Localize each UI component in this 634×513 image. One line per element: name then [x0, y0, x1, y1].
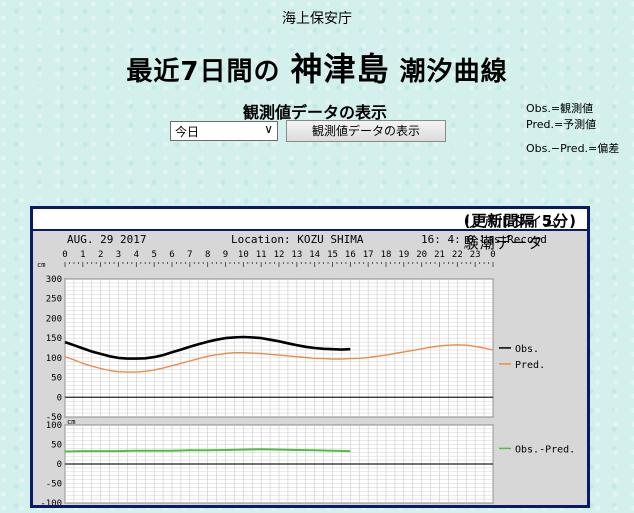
- tide-chart: AUG. 29 2017 Location: KOZU SHIMA 16: 4: 0…: [37, 233, 575, 505]
- legend-notes: Obs.=観測値 Pred.=予測値 Obs.−Pred.=偏差: [526, 101, 619, 157]
- bottom-y-tick-label: -100: [40, 499, 62, 505]
- show-observation-button[interactable]: 観測値データの表示: [286, 120, 446, 142]
- x-tick-label: 1: [80, 250, 85, 260]
- title-place: 神津島: [290, 50, 390, 88]
- x-tick-label: 7: [187, 250, 192, 260]
- bottom-y-unit-label: cm: [67, 418, 75, 426]
- top-y-tick-label: 150: [46, 334, 62, 344]
- x-tick-label: 16: [345, 250, 356, 260]
- y-unit-label: cm: [37, 261, 45, 269]
- chart-location: Location: KOZU SHIMA: [231, 233, 364, 246]
- pred-series-line: [64, 344, 494, 373]
- legend-obs: Obs.=観測値: [526, 102, 594, 115]
- bottom-y-tick-label: 100: [46, 421, 62, 431]
- x-tick-label: 23: [470, 250, 481, 260]
- x-tick-label: 15: [327, 250, 338, 260]
- observation-heading: 観測値データの表示: [242, 103, 387, 122]
- x-tick-label: 14: [309, 250, 320, 260]
- x-tick-label: 17: [363, 250, 374, 260]
- title-suffix: 潮汐曲線: [399, 57, 508, 87]
- tide-panel: リアルタイム験潮データ (更新間隔 5分) AUG. 29 2017 Locatio…: [30, 206, 590, 508]
- tide-panel-inner: リアルタイム験潮データ (更新間隔 5分) AUG. 29 2017 Locatio…: [33, 209, 587, 505]
- legend-pred-label: Pred.: [515, 360, 545, 371]
- legend-pred: Pred.=予測値: [526, 118, 597, 131]
- panel-title: リアルタイム験潮データ (更新間隔 5分): [463, 210, 577, 252]
- x-tick-label: 3: [116, 250, 121, 260]
- agency-name: 海上保安庁: [282, 11, 352, 27]
- x-tick-label: 13: [291, 250, 302, 260]
- panel-title-interval: (更新間隔 5分): [463, 212, 577, 230]
- x-tick-label: 19: [398, 250, 409, 260]
- x-tick-label: 0: [62, 250, 67, 260]
- x-tick-label: 2: [98, 250, 103, 260]
- top-y-tick-label: 0: [57, 393, 62, 403]
- legend-obs-label: Obs.: [515, 344, 539, 355]
- x-tick-label: 6: [169, 250, 174, 260]
- top-y-tick-label: 250: [46, 295, 62, 305]
- top-y-tick-label: 300: [46, 275, 62, 285]
- legend-diff: Obs.−Pred.=偏差: [526, 142, 620, 155]
- top-y-tick-label: 100: [46, 354, 62, 364]
- x-tick-label: 18: [381, 250, 392, 260]
- x-tick-label: 11: [256, 250, 267, 260]
- day-select-value: 今日: [175, 125, 200, 139]
- obs-series-line: [64, 335, 351, 360]
- x-tick-label: 0: [490, 250, 495, 260]
- bottom-y-tick-label: 50: [51, 441, 62, 451]
- x-tick-label: 10: [238, 250, 249, 260]
- day-select[interactable]: 今日 ∨: [170, 121, 278, 141]
- page-title: 最近7日間の 神津島 潮汐曲線: [0, 44, 634, 90]
- bottom-y-tick-label: -50: [46, 480, 62, 490]
- x-tick-label: 5: [151, 250, 156, 260]
- top-y-tick-label: 50: [51, 374, 62, 384]
- deviation-series-line: [64, 448, 351, 453]
- x-tick-label: 22: [452, 250, 463, 260]
- x-tick-label: 8: [205, 250, 210, 260]
- title-prefix: 最近7日間の: [126, 57, 281, 87]
- x-tick-label: 21: [434, 250, 445, 260]
- chevron-down-icon: ∨: [264, 122, 273, 136]
- chart-date: AUG. 29 2017: [67, 233, 146, 246]
- panel-header: リアルタイム験潮データ (更新間隔 5分): [33, 209, 587, 252]
- top-y-tick-label: 200: [46, 314, 62, 324]
- x-tick-label: 20: [416, 250, 427, 260]
- legend-deviation-label: Obs.-Pred.: [515, 444, 575, 455]
- x-tick-label: 9: [223, 250, 228, 260]
- top-y-tick-label: -50: [46, 413, 62, 423]
- bottom-y-tick-label: 0: [57, 460, 62, 470]
- chart-last-record: 16: 4: 0 LastRecord: [421, 233, 547, 246]
- x-tick-label: 4: [134, 250, 139, 260]
- panel-title-main: リアルタイム験潮データ: [463, 213, 560, 252]
- x-tick-label: 12: [274, 250, 285, 260]
